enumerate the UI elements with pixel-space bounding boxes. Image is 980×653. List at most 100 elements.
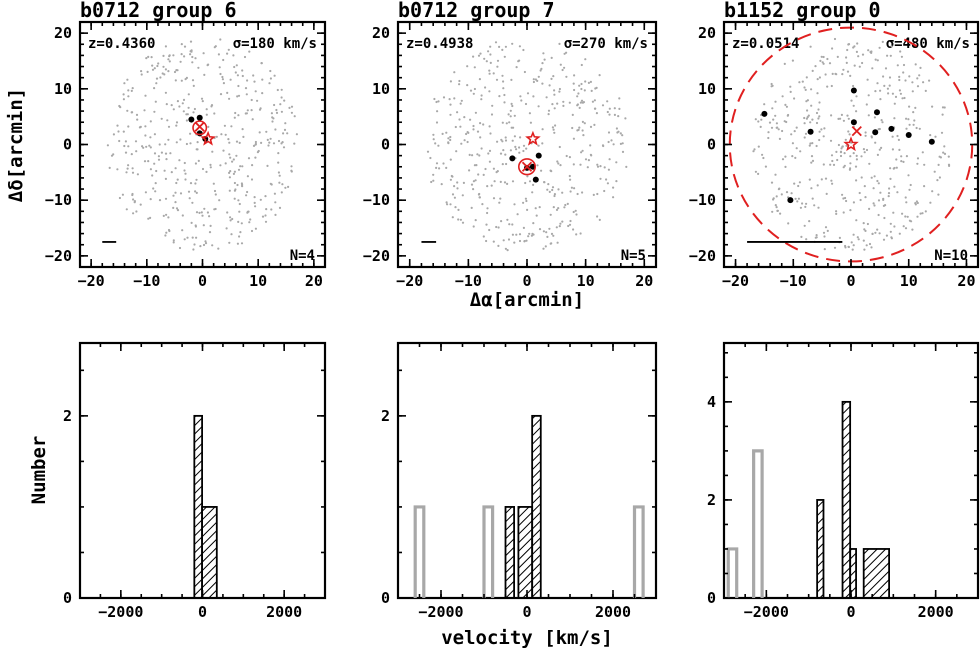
background-galaxy bbox=[459, 125, 462, 128]
x-tick-label: 20 bbox=[635, 272, 653, 290]
background-galaxy bbox=[519, 95, 522, 98]
x-tick-label: −2000 bbox=[744, 603, 789, 621]
background-galaxy bbox=[253, 196, 256, 199]
background-galaxy bbox=[184, 178, 187, 181]
background-galaxy bbox=[568, 101, 571, 104]
background-galaxy bbox=[278, 174, 281, 177]
background-galaxy bbox=[472, 180, 475, 183]
background-galaxy bbox=[569, 190, 572, 193]
background-galaxy bbox=[534, 78, 538, 81]
background-galaxy bbox=[898, 78, 901, 82]
x-tick-label: 10 bbox=[900, 272, 918, 290]
background-galaxy bbox=[596, 163, 599, 166]
background-galaxy bbox=[878, 232, 881, 235]
background-galaxy bbox=[881, 121, 884, 124]
background-galaxy bbox=[553, 194, 556, 198]
background-galaxy bbox=[817, 206, 820, 209]
background-galaxy bbox=[542, 52, 545, 55]
background-galaxy bbox=[167, 216, 170, 219]
background-galaxy bbox=[851, 248, 854, 251]
background-galaxy bbox=[863, 151, 866, 154]
background-galaxy bbox=[532, 95, 535, 98]
background-galaxy bbox=[206, 211, 209, 214]
background-galaxy bbox=[280, 88, 283, 91]
background-galaxy bbox=[237, 84, 240, 88]
background-galaxy bbox=[211, 244, 214, 247]
background-galaxy bbox=[774, 114, 777, 117]
background-galaxy bbox=[567, 224, 570, 228]
background-galaxy bbox=[513, 203, 516, 206]
background-galaxy bbox=[584, 80, 587, 83]
nonmember-bar bbox=[482, 505, 495, 598]
background-galaxy bbox=[888, 187, 891, 190]
background-galaxy bbox=[613, 107, 616, 110]
background-galaxy bbox=[254, 143, 257, 146]
background-galaxy bbox=[901, 212, 904, 215]
member-galaxy bbox=[196, 114, 203, 121]
background-galaxy bbox=[269, 137, 272, 140]
background-galaxy bbox=[891, 148, 895, 151]
background-galaxy bbox=[478, 154, 481, 157]
background-galaxy bbox=[290, 111, 293, 114]
background-galaxy bbox=[584, 158, 588, 161]
background-galaxy bbox=[527, 235, 530, 238]
background-galaxy bbox=[863, 185, 866, 188]
background-galaxy bbox=[617, 115, 620, 118]
background-galaxy bbox=[534, 207, 537, 210]
background-galaxy bbox=[243, 55, 247, 59]
background-galaxy bbox=[248, 221, 251, 224]
panel-frame-0 bbox=[78, 20, 327, 269]
background-galaxy bbox=[266, 138, 269, 141]
background-galaxy bbox=[269, 77, 272, 80]
background-galaxy bbox=[551, 186, 555, 189]
background-galaxy bbox=[507, 113, 510, 116]
background-galaxy bbox=[448, 98, 451, 101]
background-galaxy bbox=[815, 234, 818, 237]
background-galaxy bbox=[118, 196, 121, 200]
background-galaxy bbox=[565, 51, 568, 54]
background-galaxy bbox=[760, 118, 763, 121]
panel-title-1: b0712 group 7 bbox=[398, 0, 555, 22]
background-galaxy bbox=[900, 160, 903, 163]
background-galaxy bbox=[861, 61, 864, 65]
background-galaxy bbox=[179, 138, 182, 141]
background-galaxy bbox=[132, 212, 135, 215]
background-galaxy bbox=[165, 103, 168, 106]
background-galaxy bbox=[290, 165, 293, 168]
background-galaxy bbox=[888, 84, 891, 87]
background-galaxy bbox=[841, 145, 844, 148]
background-galaxy bbox=[485, 223, 488, 226]
background-galaxy bbox=[524, 102, 528, 106]
background-galaxy bbox=[459, 102, 462, 105]
y-tick-label: 0 bbox=[63, 136, 72, 154]
background-galaxy bbox=[268, 141, 271, 144]
background-galaxy bbox=[142, 146, 145, 149]
background-galaxy bbox=[809, 45, 812, 48]
background-galaxy bbox=[511, 42, 514, 45]
background-galaxy bbox=[201, 214, 204, 217]
background-galaxy bbox=[181, 229, 184, 232]
background-galaxy bbox=[511, 139, 514, 142]
background-galaxy bbox=[803, 86, 806, 89]
background-galaxy bbox=[135, 210, 138, 213]
background-galaxy bbox=[838, 236, 842, 239]
background-galaxy bbox=[816, 184, 819, 187]
background-galaxy bbox=[889, 167, 892, 170]
background-galaxy bbox=[625, 165, 628, 168]
background-galaxy bbox=[562, 100, 565, 103]
n-members-label-2: N=10 bbox=[934, 248, 968, 264]
background-galaxy bbox=[914, 203, 917, 206]
background-galaxy bbox=[214, 207, 217, 211]
background-galaxy bbox=[818, 130, 821, 133]
background-galaxy bbox=[599, 177, 602, 180]
background-galaxy bbox=[519, 136, 522, 139]
background-galaxy bbox=[485, 239, 488, 243]
background-galaxy bbox=[818, 115, 821, 118]
background-galaxy bbox=[492, 197, 496, 200]
background-galaxy bbox=[891, 135, 894, 138]
background-galaxy bbox=[864, 134, 867, 137]
background-galaxy bbox=[492, 72, 495, 75]
background-galaxy bbox=[831, 47, 834, 50]
background-galaxy bbox=[194, 182, 197, 185]
panel-title-0: b0712 group 6 bbox=[80, 0, 237, 22]
